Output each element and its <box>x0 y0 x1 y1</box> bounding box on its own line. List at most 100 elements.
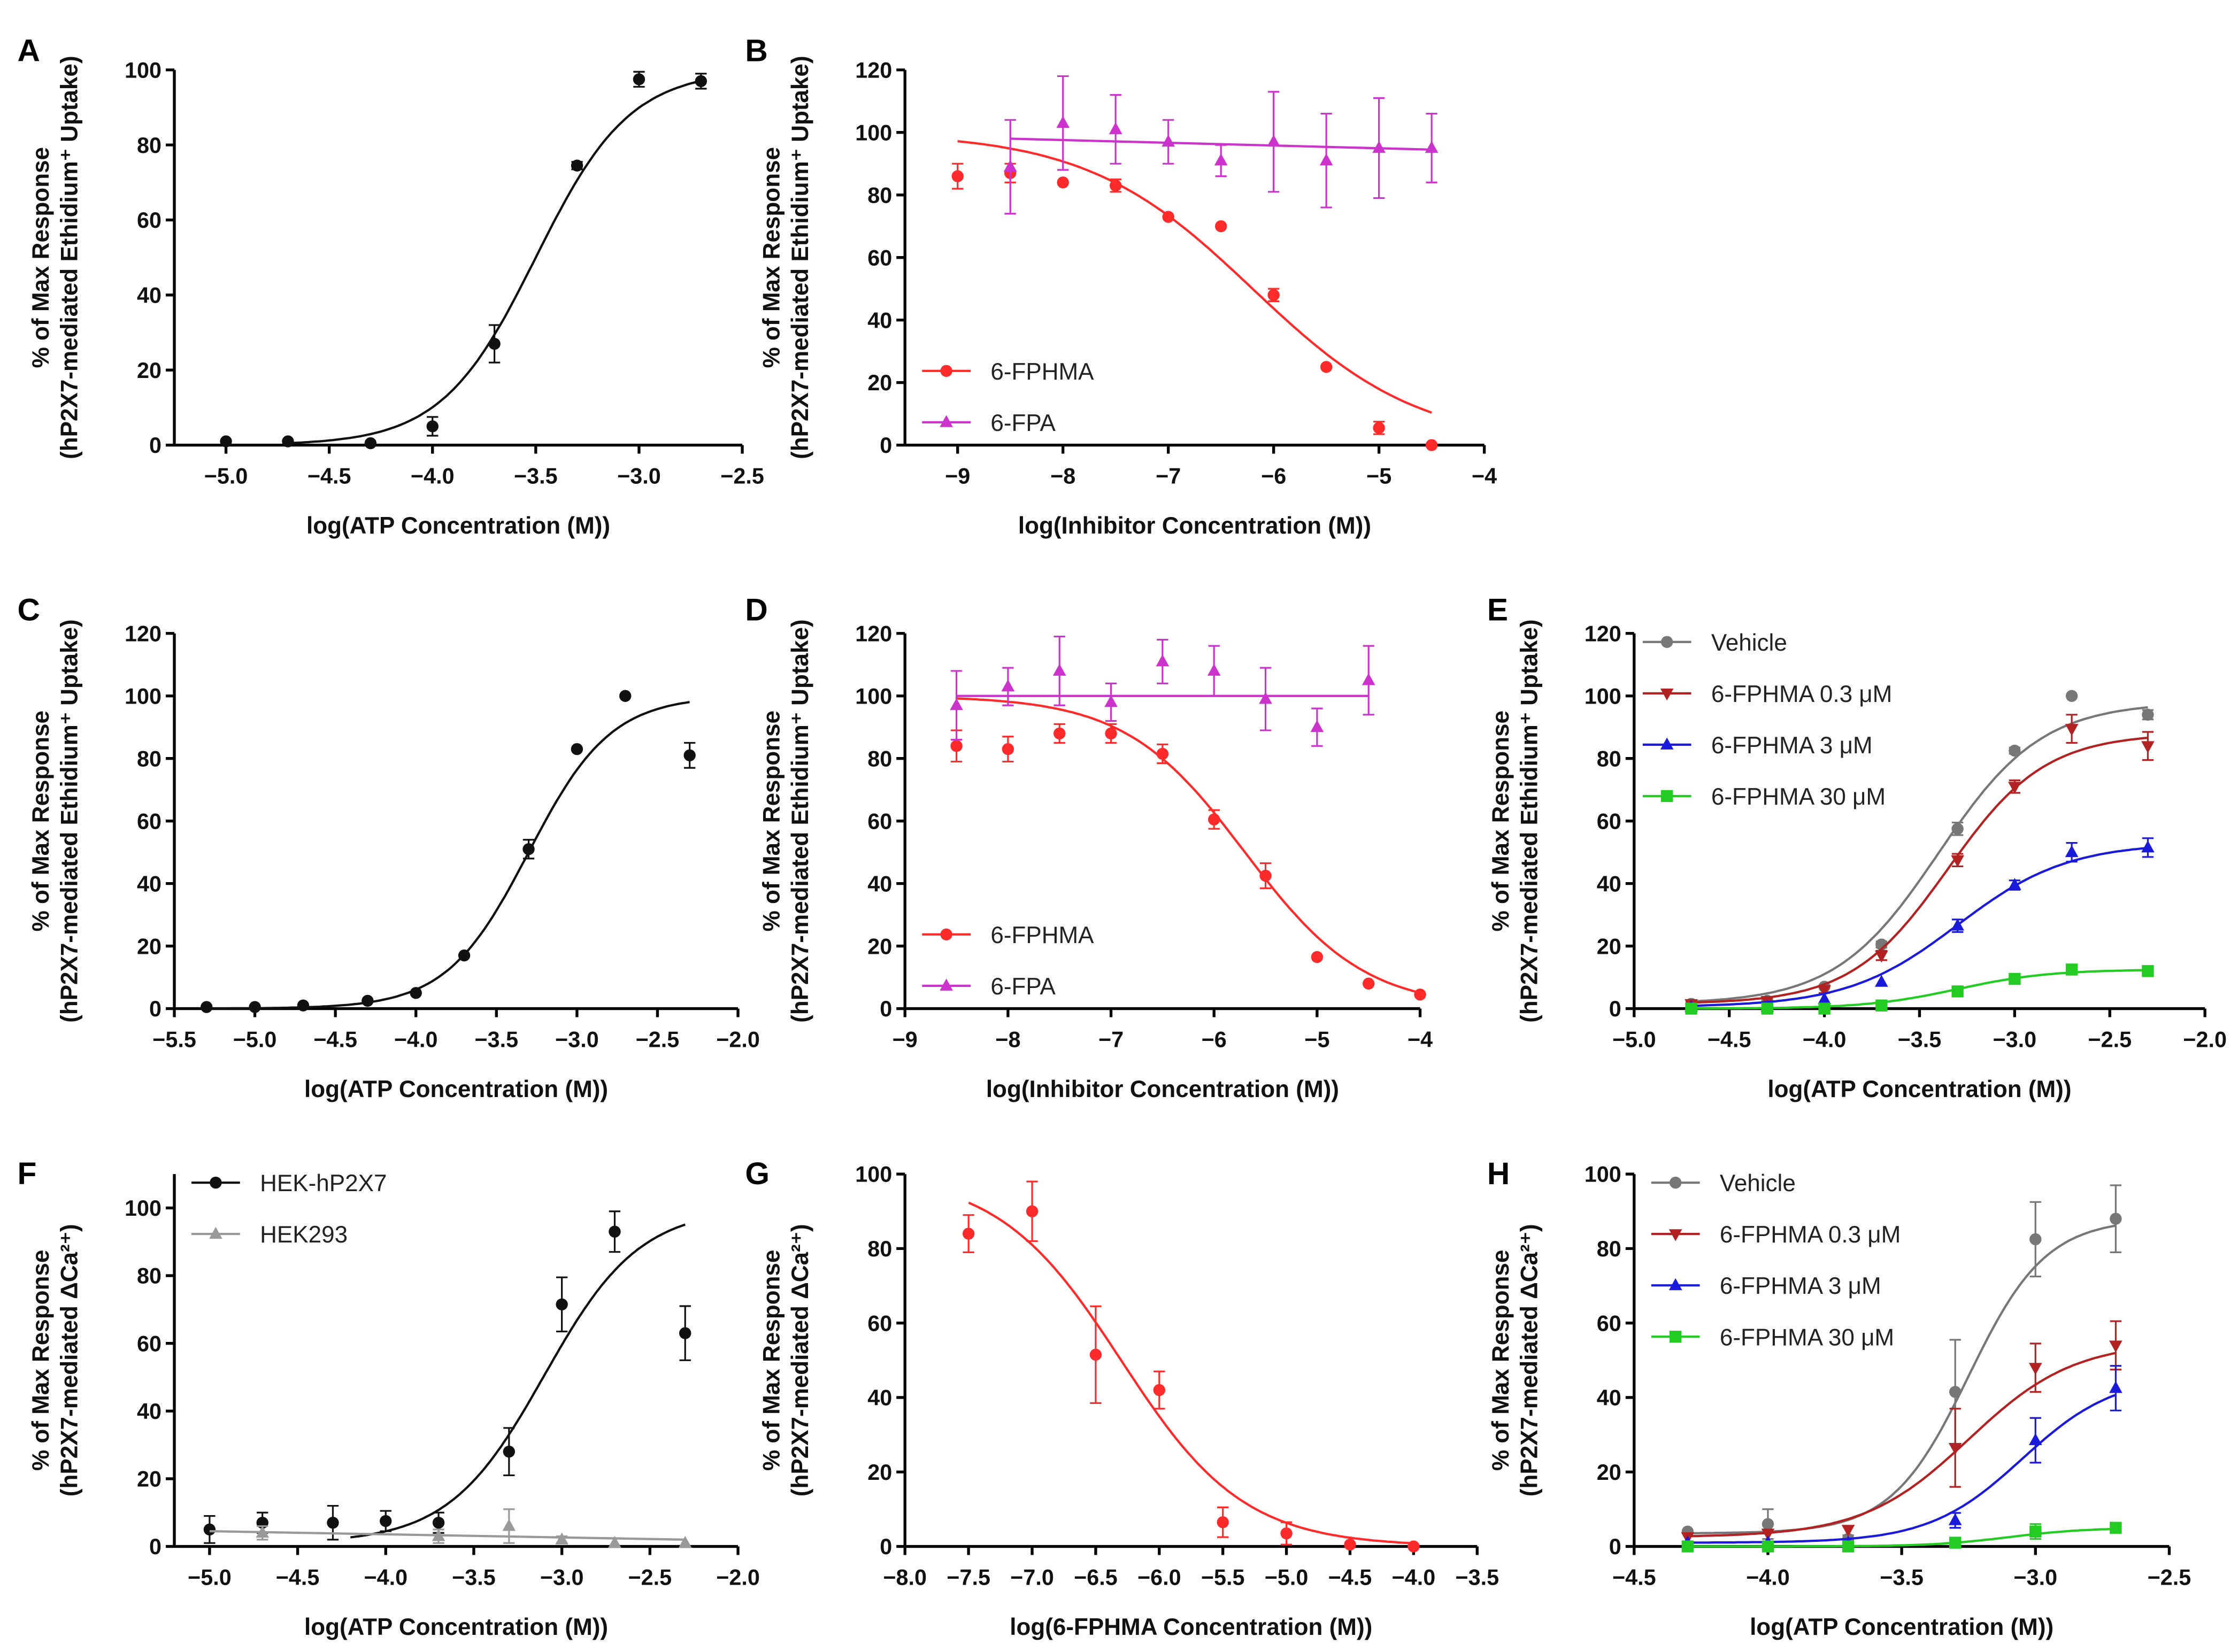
data-point <box>556 1298 568 1311</box>
y-tick-label: 0 <box>1609 1534 1621 1559</box>
x-tick-label: −4.0 <box>1392 1565 1436 1590</box>
fit-curve <box>288 80 702 444</box>
panel-label: E <box>1487 593 1508 628</box>
data-point <box>2109 1340 2122 1353</box>
data-point <box>1362 977 1375 990</box>
data-point <box>571 159 583 172</box>
x-tick-label: −3.0 <box>617 464 661 489</box>
data-point <box>1267 134 1280 147</box>
x-axis-title: log(ATP Concentration (M)) <box>306 513 610 539</box>
series-6-fphma-3-m <box>1685 837 2155 1012</box>
data-point <box>683 749 696 762</box>
y-tick-label: 60 <box>137 1331 161 1356</box>
y-tick-label: 0 <box>149 997 161 1021</box>
legend-label: 6-FPHMA 3 μM <box>1720 1273 1881 1299</box>
x-tick-label: −5 <box>1304 1028 1329 1052</box>
panel-e: E 0 20 40 60 80 100 120 −5.0 −4.5 −4.0 −3.5 −3.0 −2.5… <box>1487 593 2227 1102</box>
legend-label: Vehicle <box>1711 630 1787 656</box>
x-tick-label: −3.0 <box>1993 1028 2037 1052</box>
y-tick-label: 60 <box>137 208 161 233</box>
y-tick-label: 80 <box>1597 1237 1621 1261</box>
y-tick-label: 0 <box>880 1534 892 1559</box>
y-tick-label: 60 <box>867 245 892 270</box>
data-point <box>1681 1540 1694 1553</box>
data-point <box>2110 1522 2122 1534</box>
legend-marker <box>1669 1331 1682 1343</box>
data-point <box>1259 692 1272 704</box>
x-tick-label: −4 <box>1472 464 1497 489</box>
panel-label: A <box>17 34 40 68</box>
panel-label: H <box>1487 1156 1510 1191</box>
x-axis-title: log(Inhibitor Concentration (M)) <box>1018 513 1371 539</box>
y-tick-label: 120 <box>855 621 892 646</box>
legend-label: HEK293 <box>260 1222 348 1248</box>
x-tick-label: −4.0 <box>411 464 455 489</box>
data-point <box>327 1517 339 1529</box>
data-point <box>1818 985 1831 997</box>
legend-label: 6-FPHMA <box>990 359 1094 385</box>
data-point <box>1425 439 1438 451</box>
data-point <box>608 1535 621 1548</box>
panel-c: C 0 20 40 60 80 100 120 −5.5 −5.0 −4.5 −4.0 −3.5 −3.0… <box>17 593 759 1102</box>
x-axis-title: log(ATP Concentration (M)) <box>304 1076 608 1102</box>
data-point <box>1949 1386 1962 1398</box>
y-tick-label: 120 <box>855 58 892 82</box>
data-point <box>503 1446 516 1458</box>
series-6-fphma-30-m <box>1685 963 2154 1015</box>
x-tick-label: −3.5 <box>514 464 558 489</box>
fit-curve <box>1687 1527 2116 1548</box>
legend: 6-FPHMA 6-FPA <box>922 922 1094 1000</box>
data-point <box>1408 1540 1420 1553</box>
data-point <box>1373 422 1385 434</box>
legend-label: 6-FPA <box>990 974 1056 1000</box>
data-point <box>256 1525 270 1538</box>
y-tick-label: 80 <box>867 1237 892 1261</box>
y-axis-title-line1: % of Max Response <box>1488 1250 1514 1471</box>
y-tick-label: 60 <box>1597 809 1621 833</box>
y-tick-label: 100 <box>855 1162 892 1187</box>
panel-label: G <box>745 1156 770 1191</box>
x-tick-label: −4.0 <box>364 1565 407 1590</box>
legend-marker <box>940 978 953 991</box>
data-point <box>1818 1002 1831 1015</box>
data-point <box>609 1225 621 1238</box>
data-point <box>2142 965 2154 977</box>
data-point <box>2009 972 2021 985</box>
x-tick-label: −4.0 <box>1746 1565 1790 1590</box>
legend-marker <box>209 1226 222 1239</box>
data-point <box>1951 855 1964 868</box>
data-point <box>2009 744 2021 757</box>
y-tick-label: 100 <box>855 684 892 708</box>
x-tick-label: −6 <box>1261 464 1286 489</box>
y-tick-label: 20 <box>867 370 892 395</box>
x-tick-label: −4.5 <box>1612 1565 1656 1590</box>
data-point <box>410 987 422 999</box>
data-point <box>203 1523 216 1536</box>
y-tick-label: 20 <box>137 358 161 383</box>
x-tick-label: −4.0 <box>394 1028 438 1052</box>
data-point <box>2110 1213 2122 1225</box>
x-tick-label: −6.5 <box>1074 1565 1118 1590</box>
y-axis-title-line1: % of Max Response <box>758 711 785 931</box>
y-tick-label: 80 <box>1597 746 1621 771</box>
y-tick-label: 0 <box>880 433 892 458</box>
x-tick-label: −8.0 <box>883 1565 927 1590</box>
data-point <box>1818 992 1831 1004</box>
legend-marker <box>210 1176 222 1189</box>
panel-g: G 0 20 40 60 80 100 −8.0 −7.5 −7.0 −6.5 −6.0 −5.5 −5.… <box>745 1156 1499 1640</box>
data-point <box>1280 1527 1293 1540</box>
legend-marker <box>1660 636 1673 648</box>
data-point <box>249 1001 261 1013</box>
series-6-fphma-0-3-m <box>1685 714 2155 1012</box>
data-point <box>2008 782 2021 794</box>
series-6-fphma-30-m <box>1681 1522 2122 1553</box>
y-tick-label: 40 <box>1597 1386 1621 1410</box>
fit-curve <box>1687 1352 2116 1538</box>
x-tick-label: −8 <box>1050 464 1075 489</box>
y-tick-label: 20 <box>1597 934 1621 959</box>
data-point <box>619 690 632 702</box>
x-tick-label: −3.5 <box>474 1028 518 1052</box>
x-tick-label: −4.5 <box>1328 1565 1372 1590</box>
y-tick-label: 120 <box>125 621 161 646</box>
data-point <box>1214 220 1227 233</box>
